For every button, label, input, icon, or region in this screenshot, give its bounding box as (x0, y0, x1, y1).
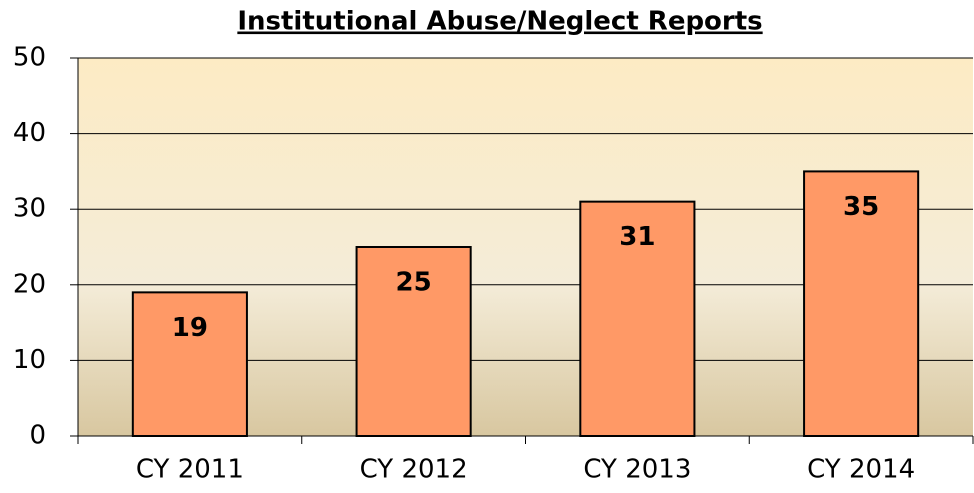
data-label: 31 (619, 222, 655, 252)
bar (803, 170, 920, 437)
y-tick-label: 10 (13, 345, 46, 375)
chart-title: Institutional Abuse/Neglect Reports (237, 7, 762, 37)
y-tick-label: 20 (13, 269, 46, 299)
y-tick-label: 50 (13, 43, 46, 73)
data-label: 19 (172, 313, 208, 343)
bar (355, 246, 472, 437)
y-tick-label: 40 (13, 118, 46, 148)
bar (579, 200, 696, 437)
x-tick-label: CY 2013 (583, 455, 691, 485)
y-tick-label: 30 (13, 194, 46, 224)
y-tick-label: 0 (29, 421, 46, 451)
data-label: 35 (843, 192, 879, 222)
data-label: 25 (396, 268, 432, 298)
x-tick-label: CY 2011 (136, 455, 244, 485)
x-tick-label: CY 2014 (807, 455, 915, 485)
x-tick-label: CY 2012 (360, 455, 468, 485)
bar (131, 291, 248, 437)
